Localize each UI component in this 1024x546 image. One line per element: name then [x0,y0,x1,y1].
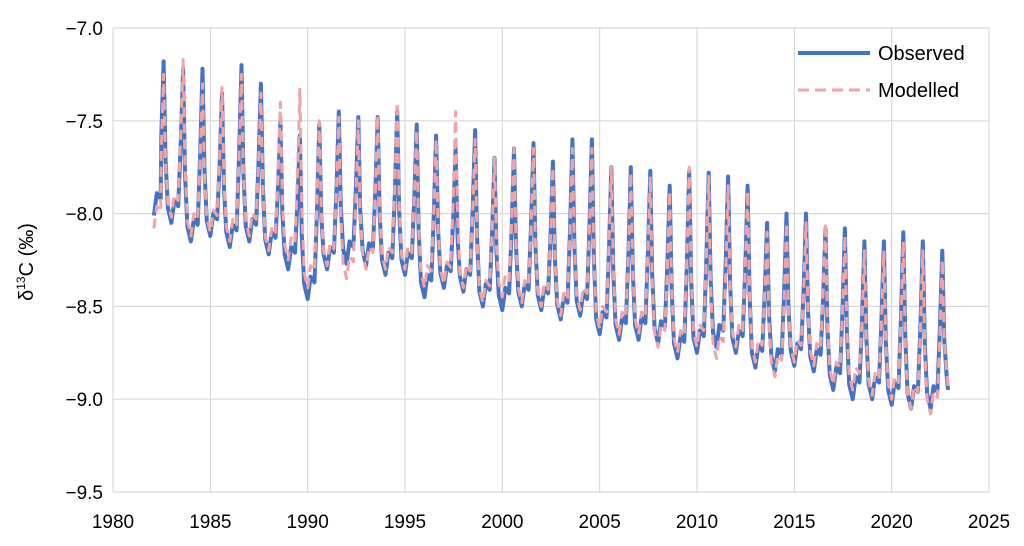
y-axis-title-rest: C (‰) [16,223,38,276]
legend-label-observed: Observed [878,43,965,65]
y-tick-label: −7.5 [65,112,103,133]
x-tick-label: 1990 [287,512,329,533]
y-axis-title-main: δ [16,290,38,301]
y-axis-title: δ13C (‰) [14,223,38,301]
x-tick-label: 2000 [481,512,523,533]
y-tick-label: −9.0 [65,390,103,411]
legend: Observed Modelled [798,43,965,102]
y-tick-labels: −7.0 −7.5 −8.0 −8.5 −9.0 −9.5 [65,19,103,504]
y-tick-label: −8.0 [65,205,103,226]
series-line-modelled [152,58,950,416]
x-tick-label: 1985 [189,512,231,533]
series-layer [151,58,951,416]
x-tick-label: 2005 [579,512,621,533]
x-tick-label: 2015 [773,512,815,533]
y-tick-label: −8.5 [65,297,103,318]
x-tick-label: 2025 [968,512,1010,533]
y-tick-label: −9.5 [65,483,103,504]
y-axis-title-sup: 13 [14,276,28,290]
x-tick-label: 2020 [871,512,913,533]
legend-label-modelled: Modelled [878,80,959,102]
x-tick-label: 1980 [92,512,134,533]
grid [112,27,990,493]
x-tick-label: 1995 [384,512,426,533]
x-tick-labels: 1980 1985 1990 1995 2000 2005 2010 2015 2020 2025 [92,512,1010,533]
y-tick-label: −7.0 [65,19,103,40]
x-tick-label: 2010 [676,512,718,533]
